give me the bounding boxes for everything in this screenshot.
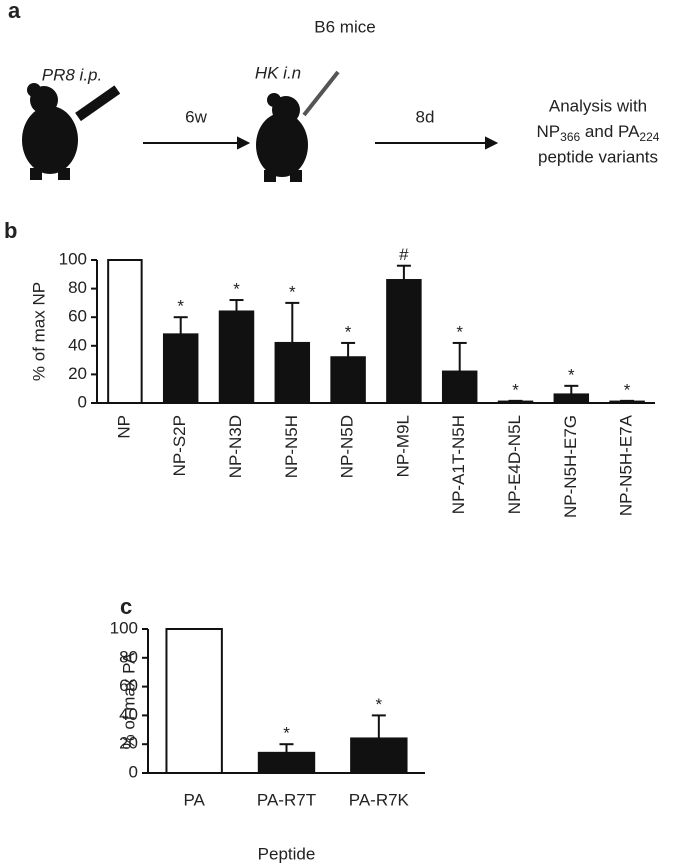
annotation: *	[624, 380, 631, 399]
annotation: *	[512, 380, 519, 399]
analysis-sub: 366	[560, 130, 580, 144]
annotation: *	[289, 282, 296, 301]
x-tick-label: NP-M9L	[393, 415, 412, 477]
bar	[162, 333, 199, 404]
bar	[107, 259, 143, 404]
panel-label: c	[120, 594, 132, 619]
x-axis-label: Peptide	[258, 844, 316, 863]
analysis-sub: 224	[639, 130, 659, 144]
bar	[386, 279, 422, 404]
annotation: #	[399, 245, 409, 264]
mouse-icon	[256, 70, 340, 182]
y-axis-label: % of max NP	[29, 282, 48, 381]
bar	[257, 751, 316, 775]
y-tick-label: 80	[68, 278, 87, 297]
y-tick-label: 0	[129, 762, 138, 781]
annotation: *	[345, 322, 352, 341]
arrows	[143, 136, 499, 150]
y-tick-label: 0	[78, 392, 87, 411]
y-tick-label: 20	[68, 364, 87, 383]
y-tick-label: 60	[119, 676, 138, 695]
annotation: *	[568, 365, 575, 384]
step-label: HK i.n	[255, 63, 301, 82]
annotation: *	[456, 322, 463, 341]
y-tick-label: 40	[68, 335, 87, 354]
y-axis-label: % of max PA	[119, 652, 138, 750]
y-tick-label: 60	[68, 307, 87, 326]
bar	[274, 341, 311, 405]
interval-label: 6w	[185, 107, 207, 126]
analysis-np: NP	[537, 122, 561, 141]
bar	[218, 310, 255, 405]
x-tick-label: NP-E4D-N5L	[505, 415, 524, 514]
x-tick-label: NP	[114, 415, 133, 439]
annotation: *	[376, 695, 383, 714]
x-tick-label: NP-N5H	[282, 415, 301, 478]
step-label: PR8 i.p.	[42, 65, 102, 84]
x-tick-label: NP-S2P	[170, 415, 189, 476]
analysis-text: NP366 and PA224	[537, 122, 660, 144]
bar	[553, 393, 590, 405]
annotation: *	[283, 724, 290, 743]
panel-label: b	[4, 218, 17, 243]
y-tick-label: 80	[119, 647, 138, 666]
y-tick-label: 100	[59, 249, 87, 268]
y-tick-label: 100	[110, 618, 138, 637]
bar	[165, 628, 223, 774]
annotation: *	[177, 297, 184, 316]
y-tick-label: 20	[119, 734, 138, 753]
analysis-text: peptide variants	[538, 147, 658, 166]
analysis-text: Analysis with	[549, 96, 647, 115]
bar	[350, 737, 408, 775]
diagram-title: B6 mice	[314, 17, 375, 36]
annotation: *	[233, 280, 240, 299]
x-tick-label: NP-N5H-E7A	[617, 414, 636, 516]
panel-label: a	[8, 0, 21, 23]
x-tick-label: NP-N5D	[338, 415, 357, 478]
analysis-and: and PA	[580, 122, 640, 141]
y-tick-label: 40	[119, 705, 138, 724]
interval-label: 8d	[416, 107, 435, 126]
x-tick-label: PA	[183, 790, 205, 809]
x-tick-label: NP-N5H-E7G	[561, 415, 580, 518]
x-tick-label: NP-A1T-N5H	[449, 415, 468, 514]
bar	[330, 356, 366, 404]
mouse-icon	[22, 83, 121, 180]
x-tick-label: PA-R7T	[257, 790, 316, 809]
bar	[441, 370, 478, 405]
x-tick-label: NP-N3D	[226, 415, 245, 478]
x-tick-label: PA-R7K	[349, 790, 410, 809]
